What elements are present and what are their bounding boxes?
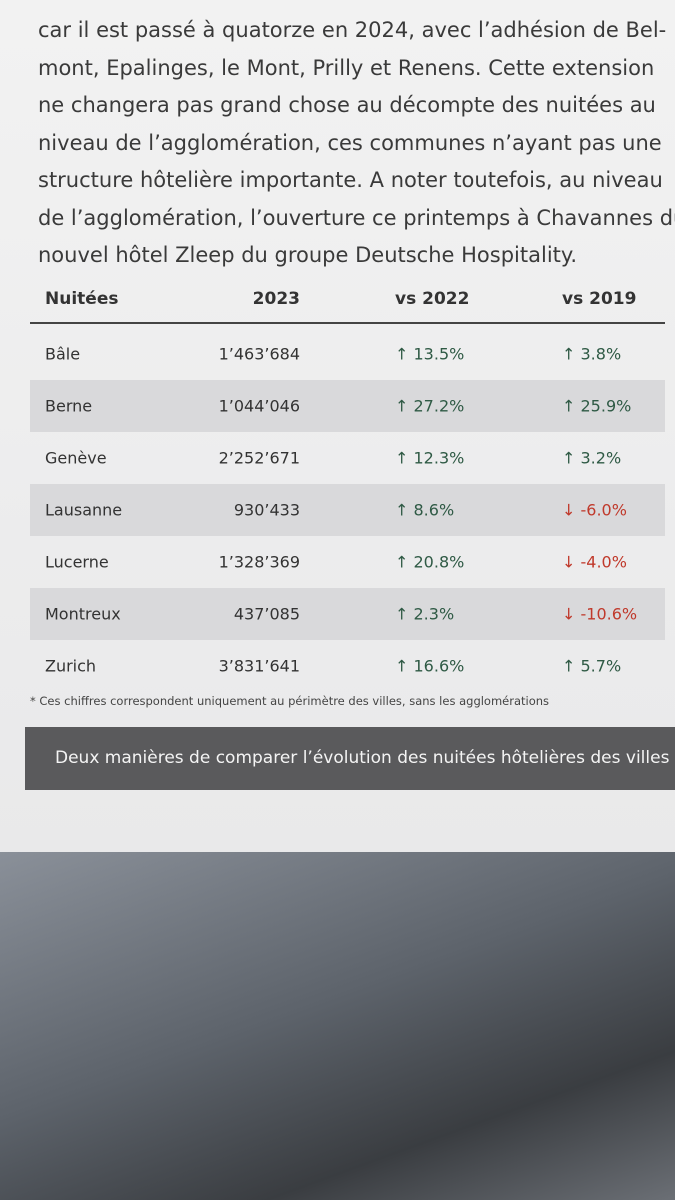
footnote: * Ces chiffres correspondent uniquement … (30, 694, 550, 708)
table-cell: ↓ -4.0% (562, 552, 627, 572)
table-cell: 1’328’369 (218, 552, 300, 572)
table-cell: ↑ 27.2% (395, 396, 465, 416)
table-cell: ↓ -6.0% (562, 500, 627, 520)
header-cell: 2023 (252, 289, 300, 309)
text-line: ne changera pas grand chose au décompte … (38, 93, 656, 117)
table-cell: Lucerne (45, 552, 109, 572)
table-cell: ↑ 12.3% (395, 448, 465, 468)
table-cell: ↑ 13.5% (395, 344, 465, 364)
table-cell: ↑ 3.8% (562, 344, 622, 364)
table-cell: Bâle (45, 344, 81, 364)
table-cell: 2’252’671 (218, 448, 300, 468)
table-cell: ↑ 20.8% (395, 552, 465, 572)
table-cell: Lausanne (45, 500, 123, 520)
table-cell: Genève (45, 448, 107, 468)
table-cell: ↑ 3.2% (562, 448, 622, 468)
text-line: car il est passé à quatorze en 2024, ave… (38, 18, 667, 42)
text-line: de l’agglomération, l’ouverture ce print… (38, 205, 675, 230)
table: Nuitées 2023 vs 2022 vs 2019 Bâle 1’463’684 ↑ … (30, 276, 665, 692)
header-cell: vs 2022 (395, 289, 470, 309)
table-cell: Zurich (45, 656, 97, 676)
table-cell: Montreux (45, 604, 121, 624)
table-cell: ↑ 16.6% (395, 656, 465, 676)
table-cell: 930’433 (233, 500, 300, 520)
table-row: Berne 1’044’046 ↑ 27.2% ↑ 25.9% (30, 380, 665, 432)
table-row: Bâle 1’463’684 ↑ 13.5% ↑ 3.8% (30, 328, 665, 380)
table-cell: Berne (45, 396, 93, 416)
table-cell: ↑ 5.7% (562, 656, 622, 676)
text-line: nouvel hôtel Zleep du groupe Deutsche Ho… (38, 243, 577, 267)
table-row: Genève 2’252’671 ↑ 12.3% ↑ 3.2% (30, 432, 665, 484)
text-line: structure hôtelière importante. A noter … (38, 168, 663, 192)
table-cell: ↑ 8.6% (395, 500, 455, 520)
header-cell: Nuitées (45, 289, 119, 309)
table-cell: ↑ 25.9% (562, 396, 632, 416)
header-cell: vs 2019 (562, 289, 637, 309)
table-row: Montreux 437’085 ↑ 2.3% ↓ -10.6% (30, 588, 665, 640)
table-cell: 1’463’684 (218, 344, 300, 364)
text-line: niveau de l’agglomération, ces communes … (38, 130, 662, 155)
table-row: Lausanne 930’433 ↑ 8.6% ↓ -6.0% (30, 484, 665, 536)
table-cell: ↓ -10.6% (562, 604, 638, 624)
paper: car il est passé à quatorze en 2024, ave… (0, 0, 675, 852)
table-cell: 1’044’046 (218, 396, 300, 416)
table-cell: 437’085 (233, 604, 300, 624)
table-cell: 3’831’641 (218, 656, 300, 676)
table-row: Zurich 3’831’641 ↑ 16.6% ↑ 5.7% (30, 640, 665, 692)
text-line: mont, Epalinges, le Mont, Prilly et Rene… (38, 55, 655, 80)
table-cell: ↑ 2.3% (395, 604, 455, 624)
table-row: Lucerne 1’328’369 ↑ 20.8% ↓ -4.0% (30, 536, 665, 588)
caption-bar: Deux manières de comparer l’évolution de… (25, 727, 675, 790)
background-fabric (0, 852, 675, 1200)
table-header: Nuitées 2023 vs 2022 vs 2019 (30, 276, 665, 324)
